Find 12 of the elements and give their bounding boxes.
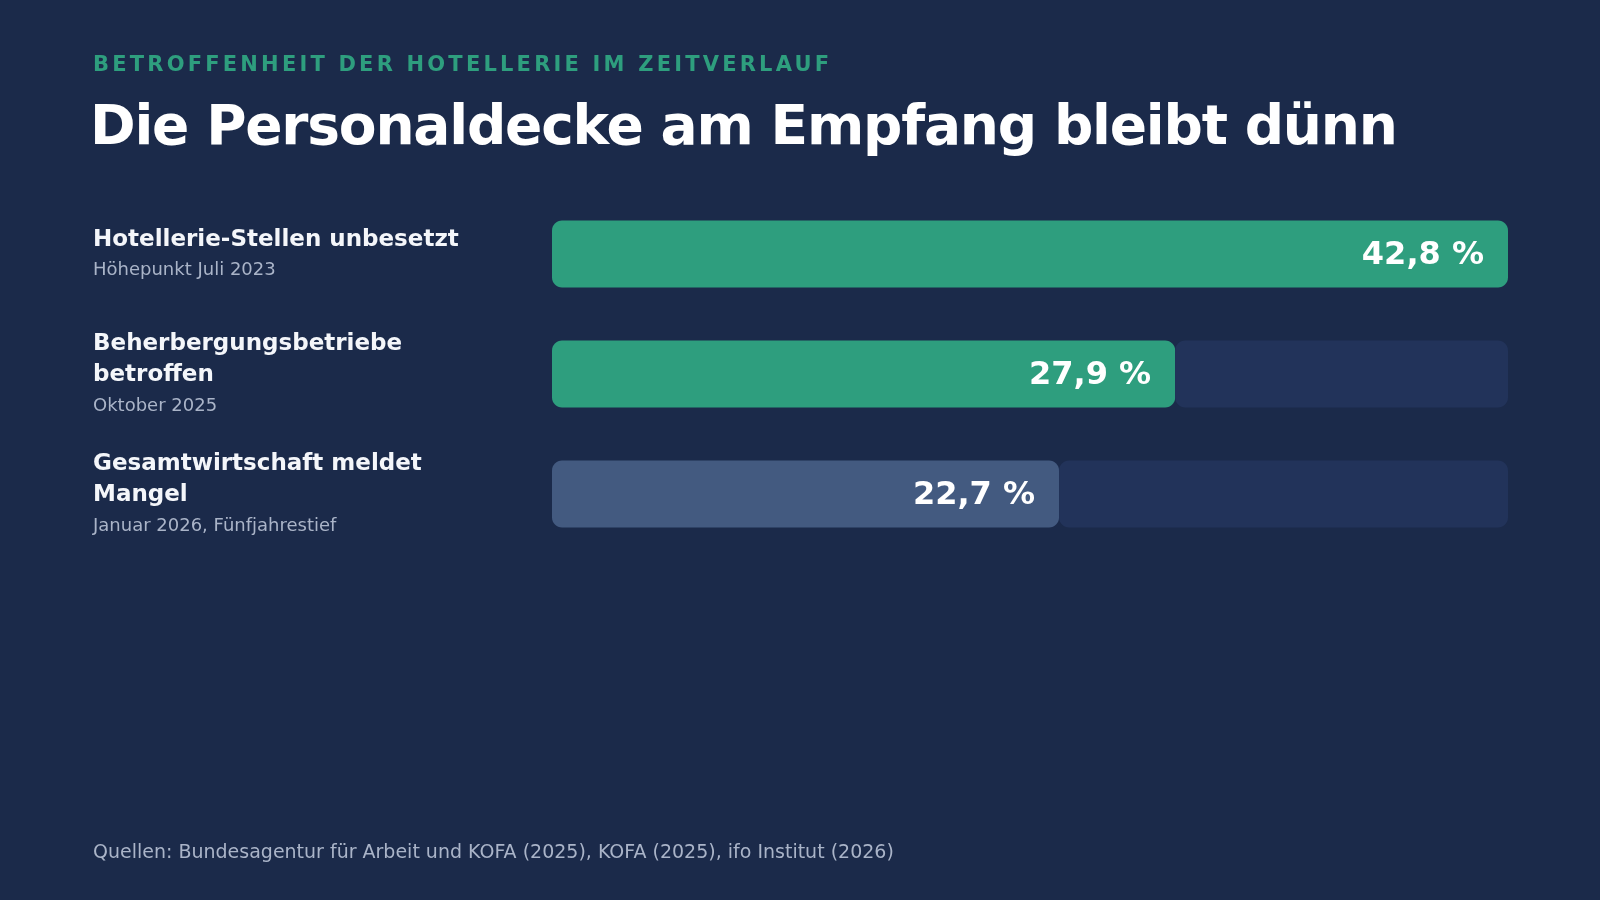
chart-title: Die Personaldecke am Empfang bleibt dünn	[90, 93, 1397, 157]
text: Höhepunkt Juli 2023	[93, 257, 276, 279]
data-label: 27,9 %	[1029, 354, 1152, 392]
source-note: Quellen: Bundesagentur für Arbeit und KOFA (2025), KOFA (2025), ifo Institut (2026)	[93, 840, 894, 862]
y-tick-label: Beherbergungsbetriebe betroffen	[93, 328, 403, 387]
text: Januar 2026, Fünfjahrestief	[92, 513, 338, 535]
y-tick-label: Gesamtwirtschaft meldet Mangel	[93, 448, 422, 507]
text: Oktober 2025	[93, 393, 218, 415]
data-label: 22,7 %	[912, 474, 1036, 512]
data-label: 42,8 %	[1361, 234, 1484, 272]
y-tick-label: Hotellerie-Stellen unbesetzt	[93, 224, 459, 251]
chart-subtitle: BETROFFENHEIT DER HOTELLERIE IM ZEITVERLAUF	[93, 52, 833, 76]
